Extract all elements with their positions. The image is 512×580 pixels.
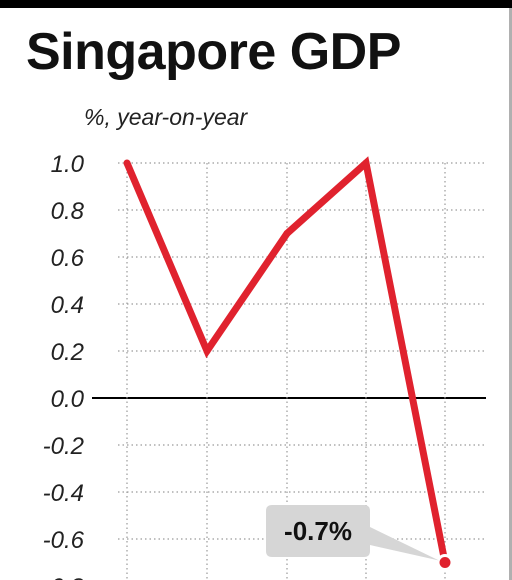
callout-label: -0.7%	[284, 516, 352, 546]
chart-title: Singapore GDP	[26, 23, 401, 81]
top-bar	[0, 0, 512, 8]
data-point	[362, 159, 370, 167]
y-tick-label: -0.6	[43, 527, 85, 554]
data-point	[283, 230, 291, 237]
y-tick-label: -0.8	[43, 574, 85, 580]
callout-box	[266, 505, 439, 561]
data-point	[203, 347, 211, 355]
data-point	[123, 159, 131, 167]
chart-subtitle: %, year-on-year	[84, 104, 248, 130]
series-line	[123, 156, 449, 564]
y-tick-label: -0.2	[43, 433, 84, 460]
y-tick-label: 0.2	[51, 339, 84, 366]
y-tick-label: 0.4	[51, 292, 84, 319]
y-axis-ticks: 1.0 0.8 0.6 0.4 0.2 0.0 -0.2 -0.4 -0.6 -0.8	[43, 151, 85, 580]
y-tick-label: 0.6	[51, 245, 85, 272]
data-point	[436, 554, 454, 571]
right-edge-border	[509, 8, 512, 580]
y-tick-label: -0.4	[43, 480, 84, 507]
y-tick-label: 1.0	[51, 151, 85, 178]
annotation-callout: -0.7%	[266, 505, 439, 561]
y-tick-label: 0.8	[51, 198, 85, 225]
series-layer	[123, 156, 454, 571]
y-tick-label: 0.0	[51, 386, 85, 413]
